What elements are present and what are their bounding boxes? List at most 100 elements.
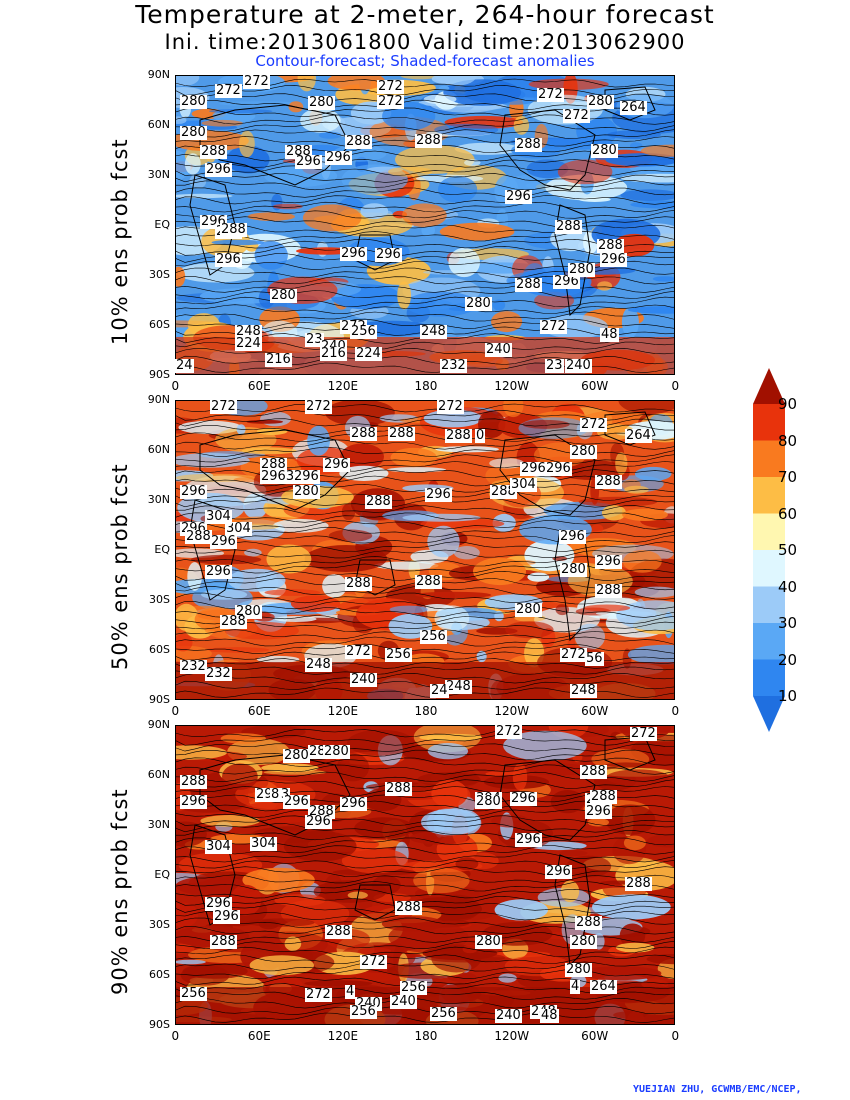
contour-label: 288	[395, 900, 422, 915]
colorbar-segment	[753, 477, 785, 514]
lat-tick-label: 30N	[147, 493, 170, 506]
contour-label: 56	[585, 651, 604, 666]
lon-tick-label: 0	[171, 704, 180, 718]
contour-label: 256	[350, 1004, 377, 1019]
contour-label: 296	[323, 457, 350, 472]
lon-tick-label: 60E	[247, 704, 271, 718]
title-line-3: Contour-forecast; Shaded-forecast anomal…	[255, 52, 595, 70]
contour-label: 296	[559, 529, 586, 544]
lat-tick-label: EQ	[154, 868, 170, 881]
contour-label: 288	[200, 144, 227, 159]
contour-label: 296	[585, 804, 612, 819]
contour-label: 288	[415, 133, 442, 148]
lon-tick-label: 120E	[327, 704, 359, 718]
lat-tick-label: 90N	[147, 68, 170, 81]
contour-label: 256	[350, 324, 377, 339]
contour-label: 48	[600, 327, 619, 342]
colorbar-segment	[753, 586, 785, 623]
title-line-2: Ini. time:2013061800 Valid time:20130629…	[164, 30, 686, 54]
lat-tick-label: 90S	[149, 693, 170, 706]
contour-label: 288	[445, 428, 472, 443]
contour-label: 296	[295, 154, 322, 169]
lon-tick-label: 120E	[327, 1029, 359, 1043]
contour-label: 264	[590, 979, 617, 994]
map-panel: 272 272 280 272 280 272 272 280 272 264 280 288 288 2…	[175, 75, 675, 375]
contour-label: 256	[400, 980, 427, 995]
contour-label: 296	[293, 469, 320, 484]
lon-tick-label: 120W	[494, 1029, 530, 1043]
contour-label: 296	[180, 484, 207, 499]
lat-tick-label: 60N	[147, 118, 170, 131]
lat-tick-label: 30N	[147, 818, 170, 831]
contour-label: 304	[205, 839, 232, 854]
contour-label: 8	[270, 787, 281, 802]
contour-label: 296	[340, 246, 367, 261]
colorbar-segment	[753, 623, 785, 660]
lat-tick-label: 60S	[149, 318, 170, 331]
contour-label: 248	[235, 324, 262, 339]
contour-label: 288	[220, 222, 247, 237]
lon-tick-label: 120W	[494, 704, 530, 718]
contour-label: 264	[620, 100, 647, 115]
lat-tick-label: 30N	[147, 168, 170, 181]
contour-label: 296	[205, 564, 232, 579]
contour-label: 4	[570, 979, 581, 994]
contour-label: 224	[235, 336, 262, 351]
contour-label: 288	[515, 277, 542, 292]
contour-label: 296	[425, 487, 452, 502]
contour-label: 288	[595, 583, 622, 598]
contour-label: 224	[355, 346, 382, 361]
lat-tick-label: 30S	[149, 918, 170, 931]
contour-label: 288	[180, 774, 207, 789]
lon-tick-label: 60W	[581, 704, 609, 718]
map-panel: 272 272 272 288 288 288 0 272 264 280 288 2963 296 28…	[175, 400, 675, 700]
contour-label: 264	[625, 428, 652, 443]
credit-text: YUEJIAN ZHU, GCWMB/EMC/NCEP,	[633, 1084, 802, 1095]
lon-tick-label: 0	[671, 704, 680, 718]
contour-label: 288	[595, 474, 622, 489]
contour-label: 288	[345, 134, 372, 149]
lon-tick-label: 180	[414, 704, 438, 718]
lat-tick-label: EQ	[154, 543, 170, 556]
contour-label: 272	[563, 108, 590, 123]
contour-label: 216	[320, 346, 347, 361]
contour-label: 288	[260, 457, 287, 472]
contour-label: 288	[580, 764, 607, 779]
contour-label: 296	[213, 909, 240, 924]
contour-label: 23	[545, 358, 564, 373]
lat-tick-label: 60N	[147, 443, 170, 456]
contour-label: 296	[375, 247, 402, 262]
lat-tick-label: 30S	[149, 268, 170, 281]
contour-label: 296	[325, 150, 352, 165]
colorbar-label: 50	[778, 541, 798, 559]
contour-label: 2963	[260, 469, 296, 484]
contour-label: 272	[305, 987, 332, 1002]
contour-label: 296	[595, 554, 622, 569]
colorbar	[753, 368, 785, 732]
contour-label: 248	[445, 679, 472, 694]
colorbar-min-arrow	[753, 696, 785, 732]
contour-label: 296	[545, 461, 572, 476]
contour-label: 288	[220, 614, 247, 629]
contour-label: 272	[540, 319, 567, 334]
colorbar-label: 80	[778, 431, 798, 450]
lon-tick-label: 60E	[247, 1029, 271, 1043]
lon-tick-label: 180	[414, 1029, 438, 1043]
contour-label: 288	[350, 426, 377, 441]
title-line-1: Temperature at 2-meter, 264-hour forecas…	[135, 0, 715, 29]
contour-label: 23	[305, 332, 324, 347]
map-panel: 2722722882802963828828028828829629628829…	[175, 725, 675, 1025]
contour-label: 304	[250, 836, 277, 851]
anomaly-field	[175, 400, 675, 700]
lat-tick-label: EQ	[154, 218, 170, 231]
contour-label: 216	[265, 352, 292, 367]
contour-label: 296	[510, 791, 537, 806]
colorbar-segment	[753, 404, 785, 441]
contour-label: 280	[560, 562, 587, 577]
contour-label: 232	[180, 659, 207, 674]
contour-label: 288	[590, 789, 617, 804]
contour-label: 232	[205, 666, 232, 681]
contour-label: 296	[215, 252, 242, 267]
contour-label: 288	[185, 529, 212, 544]
contour-label: 272	[377, 94, 404, 109]
